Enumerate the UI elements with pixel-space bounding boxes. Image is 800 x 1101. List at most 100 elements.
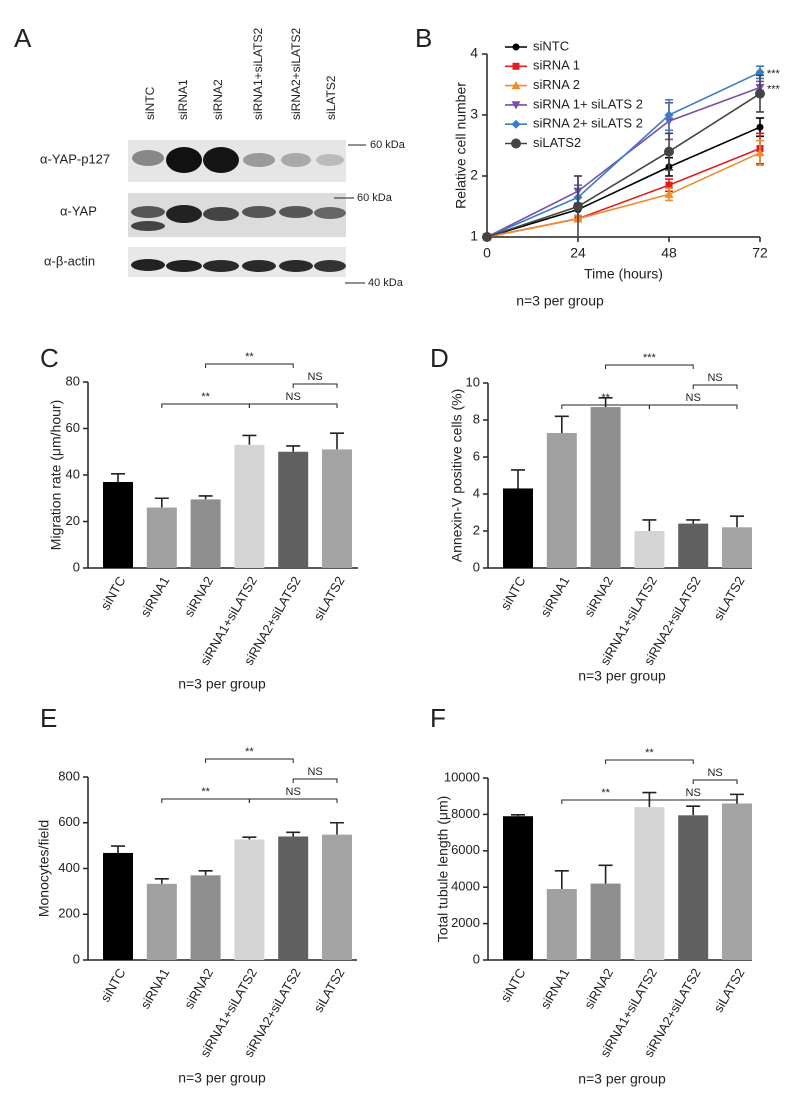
band	[166, 260, 202, 272]
significance-label: **	[201, 391, 210, 403]
band	[132, 150, 164, 166]
band	[203, 260, 239, 272]
significance-label: **	[601, 787, 610, 799]
bar	[503, 488, 533, 568]
marker-label: 60 kDa	[370, 139, 406, 151]
band	[279, 206, 313, 218]
bar	[722, 527, 752, 568]
significance: ***	[767, 83, 781, 95]
row-label: α-YAP-p127	[40, 151, 110, 166]
error-bar	[154, 497, 169, 508]
point	[756, 123, 764, 131]
error-bar	[554, 415, 569, 433]
significance-bracket	[161, 798, 250, 803]
x-tick-label: siLATS2	[710, 574, 747, 623]
significance-bracket	[248, 403, 338, 408]
significance-bracket	[205, 363, 294, 368]
series-line	[486, 152, 761, 238]
y-tick-label: 6	[473, 448, 480, 463]
lane-label: siRNA1+siLATS2	[251, 28, 265, 120]
y-tick-label: 4000	[451, 879, 480, 894]
lane-label: siRNA2	[211, 79, 225, 120]
lane-label: siRNA1	[176, 79, 190, 120]
note: n=3 per group	[578, 668, 666, 684]
panel-label: F	[430, 703, 446, 733]
x-tick-label: 0	[483, 245, 491, 261]
band	[131, 206, 165, 218]
significance: ***	[767, 68, 781, 80]
x-tick-label: siRNA2	[181, 574, 216, 620]
bar	[146, 883, 177, 960]
x-tick-label: siRNA1	[137, 574, 172, 620]
band	[316, 154, 344, 166]
point	[511, 138, 521, 149]
error-bar	[198, 869, 213, 876]
significance-label: **	[645, 747, 654, 759]
significance-bracket	[692, 779, 738, 784]
band	[166, 205, 202, 223]
error-bar	[111, 845, 125, 853]
y-tick-label: 40	[66, 466, 80, 481]
bar	[722, 803, 752, 960]
y-tick-label: 8000	[451, 806, 480, 821]
significance-bracket	[692, 384, 738, 389]
legend-label: siNTC	[533, 38, 569, 53]
bar	[146, 507, 177, 568]
y-tick-label: 4	[473, 485, 480, 500]
point	[482, 232, 492, 242]
blot-strip	[128, 247, 346, 277]
error-bar	[642, 519, 657, 531]
y-tick-label: 0	[473, 559, 480, 574]
note: n=3 per group	[578, 1071, 666, 1087]
y-tick-label: 0	[473, 951, 480, 966]
significance-label: **	[201, 786, 210, 798]
y-tick-label: 80	[66, 373, 80, 388]
y-tick-label: 10000	[444, 769, 480, 784]
lane-label: siNTC	[143, 86, 157, 120]
y-axis-label: Total tubule length (μm)	[435, 796, 451, 943]
point	[664, 146, 674, 157]
error-bar	[511, 813, 525, 817]
y-tick-label: 1	[470, 228, 478, 244]
bar	[678, 815, 709, 960]
y-tick-label: 0	[73, 951, 80, 966]
x-tick-label: siRNA1	[137, 966, 172, 1012]
y-tick-label: 2	[470, 167, 478, 183]
y-axis-label: Migration rate (μm/hour)	[48, 400, 64, 550]
bar	[103, 852, 133, 960]
significance-label: NS	[707, 767, 722, 779]
x-tick-label: siRNA2	[181, 966, 216, 1012]
y-axis-label: Relative cell number	[453, 82, 469, 209]
band	[166, 147, 202, 173]
x-tick-label: siNTC	[98, 966, 129, 1005]
bar	[234, 839, 265, 960]
error-bar	[111, 473, 125, 482]
bar	[278, 451, 309, 568]
row-label: α-β-actin	[44, 253, 95, 268]
significance-label: NS	[707, 372, 722, 384]
y-tick-label: 400	[58, 860, 80, 875]
x-tick-label: siLATS2	[310, 574, 347, 623]
band	[243, 153, 275, 167]
x-axis-label: Time (hours)	[584, 266, 663, 282]
band	[242, 260, 276, 272]
legend-label: siRNA 2+ siLATS 2	[533, 116, 643, 131]
blot-panel: A siNTC siRNA1 siRNA2 siRNA1+siLATS2 siR…	[14, 23, 406, 289]
x-tick-label: siRNA1	[537, 966, 572, 1012]
y-tick-label: 2	[473, 522, 480, 537]
significance-bracket	[161, 403, 250, 408]
significance-label: NS	[286, 391, 301, 403]
significance-bracket	[648, 799, 738, 804]
significance-label: **	[245, 351, 254, 363]
bar	[546, 432, 577, 568]
significance-bracket	[648, 404, 738, 409]
point	[755, 148, 765, 157]
significance-label: NS	[686, 787, 701, 799]
error-bar	[330, 432, 344, 450]
y-tick-label: 800	[58, 768, 80, 783]
significance-bracket	[292, 778, 338, 783]
y-tick-label: 20	[66, 513, 80, 528]
x-tick-label: siNTC	[498, 574, 529, 613]
bar	[234, 444, 265, 568]
y-tick-label: 6000	[451, 842, 480, 857]
